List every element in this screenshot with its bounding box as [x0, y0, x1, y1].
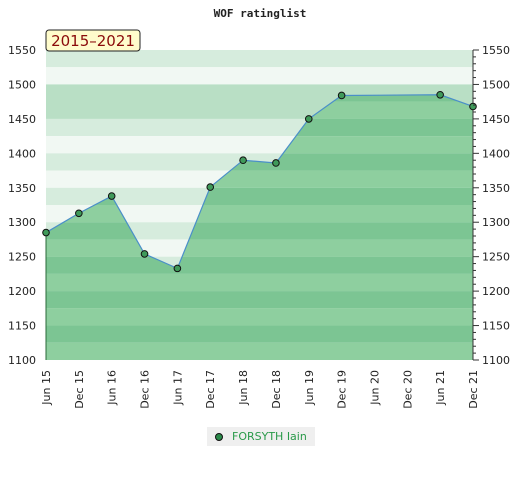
- x-tick-label: Dec 15: [73, 370, 86, 409]
- x-tick-label: Dec 20: [401, 370, 414, 409]
- y-tick-label-right: 1300: [482, 216, 510, 229]
- bg-band: [46, 67, 473, 85]
- area-band: [46, 205, 473, 223]
- chart-title: WOF ratinglist: [214, 7, 307, 20]
- area-band: [46, 239, 473, 257]
- x-tick-label: Dec 21: [467, 370, 480, 409]
- y-tick-label-left: 1350: [8, 182, 36, 195]
- period-badge: [45, 29, 141, 52]
- area-band: [46, 325, 473, 343]
- y-tick-label-left: 1450: [8, 113, 36, 126]
- data-point: [107, 192, 116, 200]
- y-tick-label-left: 1400: [8, 147, 36, 160]
- legend-marker: [215, 432, 223, 441]
- x-tick-label: Dec 19: [336, 370, 349, 409]
- data-point: [42, 228, 50, 237]
- area-band: [46, 273, 473, 292]
- y-tick-label-right: 1550: [482, 44, 510, 57]
- y-tick-label-right: 1250: [482, 251, 510, 264]
- x-tick-label: Jun 17: [171, 370, 184, 406]
- x-tick-label: Jun 16: [106, 370, 119, 406]
- data-point: [436, 90, 444, 99]
- x-tick-label: Jun 19: [303, 370, 316, 406]
- data-point: [239, 156, 247, 165]
- data-point: [140, 250, 149, 258]
- x-tick-label: Jun 20: [368, 370, 381, 406]
- x-tick-label: Jun 21: [434, 370, 447, 406]
- x-tick-label: Dec 16: [139, 370, 152, 409]
- bg-band: [46, 50, 473, 68]
- x-tick-label: Jun 18: [237, 370, 250, 406]
- y-tick-label-left: 1150: [8, 320, 36, 333]
- x-tick-label: Dec 18: [270, 370, 283, 409]
- legend: FORSYTH Iain: [207, 427, 315, 446]
- y-tick-label-right: 1400: [482, 147, 510, 160]
- y-tick-label-right: 1100: [482, 354, 510, 367]
- y-tick-label-left: 1550: [8, 44, 36, 57]
- y-tick-label-left: 1250: [8, 251, 36, 264]
- x-tick-label: Jun 15: [40, 370, 53, 406]
- y-tick-label-right: 1150: [482, 320, 510, 333]
- y-tick-label-left: 1100: [8, 354, 36, 367]
- area-band: [46, 308, 473, 326]
- y-tick-label-right: 1200: [482, 285, 510, 298]
- legend-label: FORSYTH Iain: [232, 430, 307, 443]
- area-band: [46, 342, 473, 360]
- y-tick-label-left: 1300: [8, 216, 36, 229]
- data-point: [304, 115, 313, 123]
- y-tick-label-left: 1200: [8, 285, 36, 298]
- data-point: [337, 91, 346, 100]
- data-point: [173, 264, 182, 273]
- data-point: [206, 183, 215, 191]
- x-tick-label: Dec 17: [204, 370, 217, 409]
- data-point: [469, 102, 477, 111]
- y-tick-label-right: 1350: [482, 182, 510, 195]
- area-band: [46, 291, 473, 309]
- y-tick-label-right: 1500: [482, 78, 510, 91]
- data-point: [75, 209, 83, 218]
- series-line: [45, 94, 474, 270]
- area-band: [46, 222, 473, 240]
- data-point: [272, 159, 280, 167]
- area-band: [46, 256, 473, 274]
- y-tick-label-left: 1500: [8, 78, 36, 91]
- period-badge-label: 2015–2021: [51, 32, 135, 50]
- y-tick-label-right: 1450: [482, 113, 510, 126]
